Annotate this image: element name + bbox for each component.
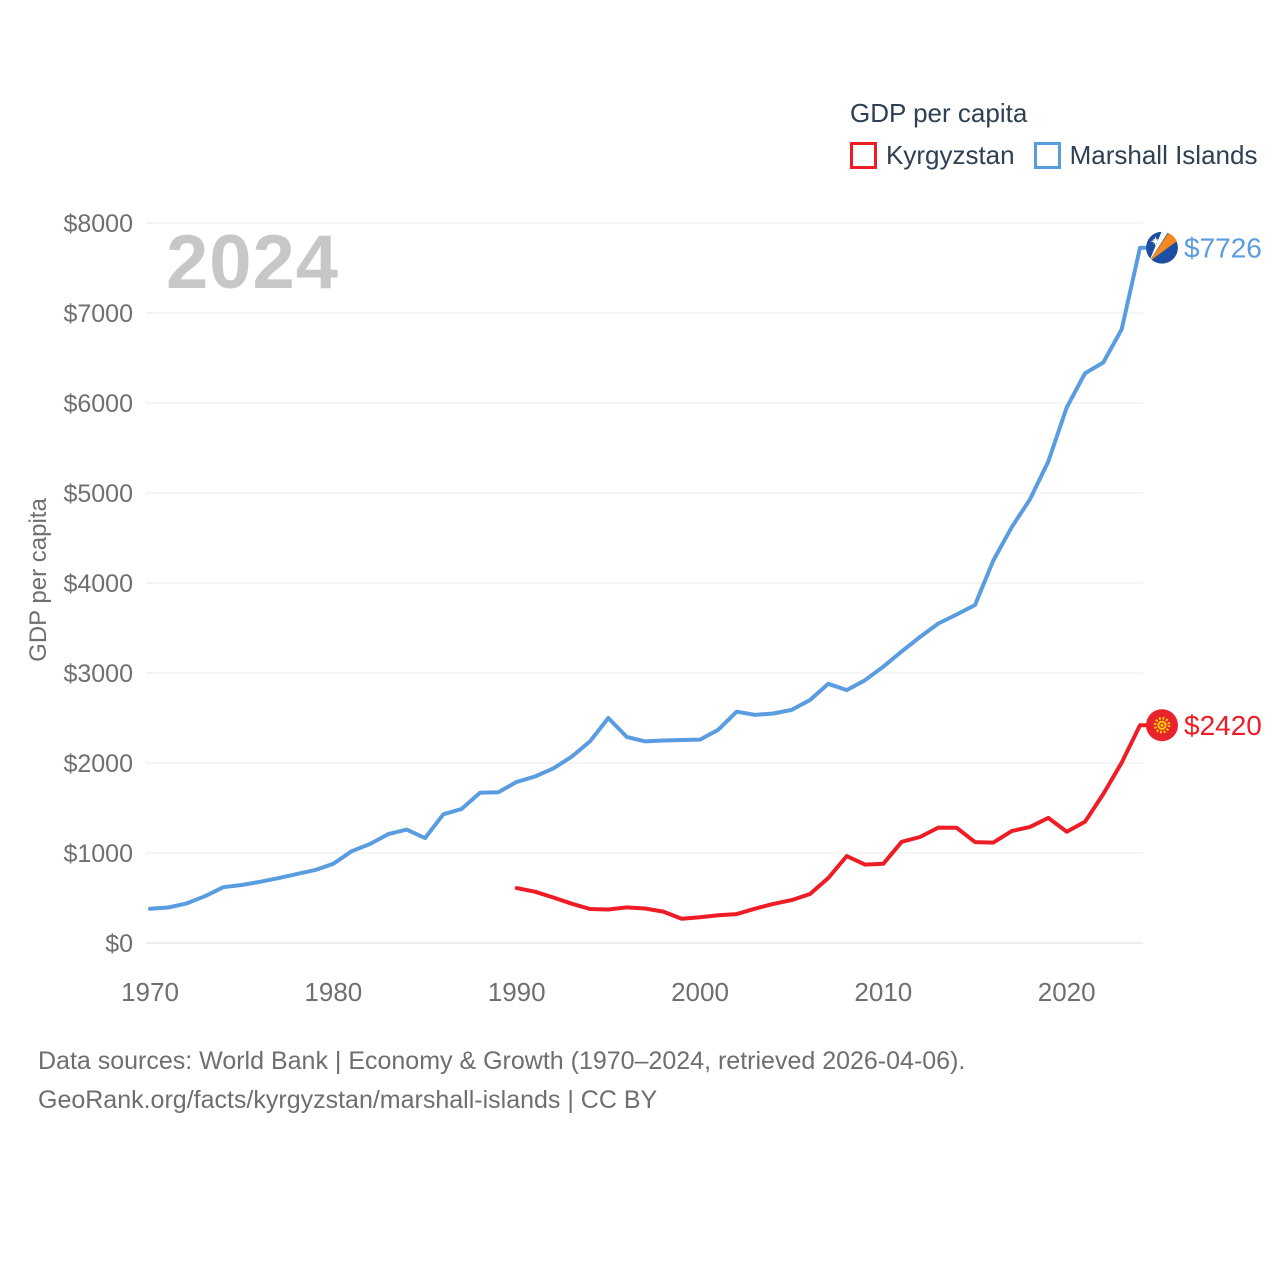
y-tick-labels: $0 $1000 $2000 $3000 $4000 $5000 $6000 $7000 $80… bbox=[63, 210, 133, 958]
y-tick-label: $1000 bbox=[63, 840, 133, 868]
y-tick-label: $8000 bbox=[63, 210, 133, 238]
legend-label-marshall-islands: Marshall Islands bbox=[1069, 140, 1258, 170]
gdp-line-chart: $0 $1000 $2000 $3000 $4000 $5000 $6000 $7000 $80… bbox=[25, 210, 1262, 1007]
x-tick-label: 2020 bbox=[1038, 977, 1096, 1007]
y-tick-label: $5000 bbox=[63, 480, 133, 508]
attribution-line: GeoRank.org/facts/kyrgyzstan/marshall-is… bbox=[38, 1086, 658, 1114]
legend-item-kyrgyzstan[interactable]: Kyrgyzstan bbox=[850, 140, 1015, 171]
y-tick-label: $7000 bbox=[63, 300, 133, 328]
x-tick-label: 1990 bbox=[488, 977, 546, 1007]
y-tick-label: $6000 bbox=[63, 390, 133, 418]
legend-items: Kyrgyzstan Marshall Islands bbox=[850, 140, 1257, 171]
kyrgyzstan-color-swatch bbox=[850, 142, 877, 169]
chart-footer: Data sources: World Bank | Economy & Gro… bbox=[38, 1042, 965, 1120]
chart-title: GDP per capita bbox=[850, 98, 1028, 128]
x-tick-label: 2000 bbox=[671, 977, 729, 1007]
chart-legend: GDP per capita Kyrgyzstan Marshall Islan… bbox=[850, 100, 1257, 171]
x-tick-labels: 1970 1980 1990 2000 2010 2020 bbox=[121, 977, 1096, 1007]
x-tick-label: 1980 bbox=[304, 977, 362, 1007]
legend-label-kyrgyzstan: Kyrgyzstan bbox=[886, 140, 1015, 170]
kyrgyzstan-flag-icon bbox=[1146, 709, 1178, 742]
marshall-islands-line bbox=[148, 245, 1164, 911]
y-tick-label: $2000 bbox=[63, 750, 133, 778]
marshall-islands-end-label: $7726 bbox=[1184, 233, 1262, 264]
data-sources-line: Data sources: World Bank | Economy & Gro… bbox=[38, 1047, 966, 1075]
y-tick-label: $0 bbox=[105, 930, 133, 958]
y-tick-label: $3000 bbox=[63, 660, 133, 688]
y-tick-label: $4000 bbox=[63, 570, 133, 598]
x-tick-label: 2010 bbox=[854, 977, 912, 1007]
x-tick-label: 1970 bbox=[121, 977, 179, 1007]
kyrgyzstan-line bbox=[514, 723, 1164, 921]
legend-item-marshall-islands[interactable]: Marshall Islands bbox=[1033, 140, 1258, 171]
year-watermark: 2024 bbox=[166, 220, 340, 305]
y-gridlines bbox=[146, 222, 1143, 944]
marshall-islands-flag-icon bbox=[1146, 231, 1178, 264]
y-axis-title: GDP per capita bbox=[25, 498, 52, 662]
kyrgyzstan-end-label: $2420 bbox=[1184, 710, 1262, 741]
marshall-islands-color-swatch bbox=[1033, 142, 1061, 169]
